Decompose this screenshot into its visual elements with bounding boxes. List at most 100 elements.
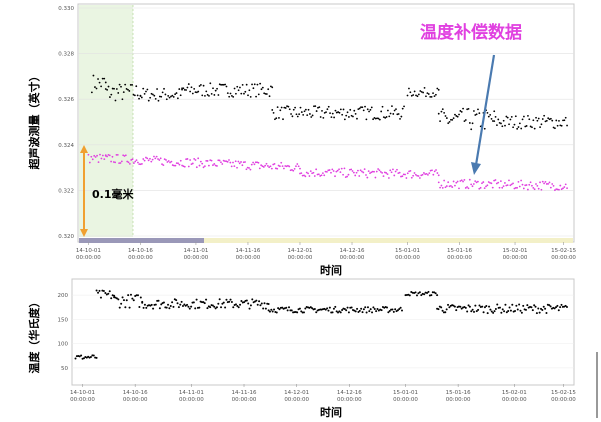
top-series-0-point: [318, 106, 321, 109]
top-series-1-point: [213, 163, 216, 165]
bottom-series-0-point: [471, 308, 474, 311]
top-series-0-point: [535, 116, 537, 119]
top-series-0-point: [321, 109, 323, 112]
top-series-0-point: [537, 117, 540, 120]
top-series-1-point: [197, 157, 200, 160]
top-series-0-point: [190, 86, 193, 89]
top-series-1-point: [493, 179, 496, 182]
top-series-1-point: [468, 178, 471, 181]
top-series-0-point: [202, 84, 205, 87]
top-series-1-point: [114, 161, 117, 164]
top-series-0-point: [341, 113, 344, 116]
top-series-0-point: [399, 117, 401, 120]
top-series-0-point: [121, 98, 124, 101]
top-series-1-point: [479, 186, 482, 189]
top-y-axis-label: 超声波测量（英寸）: [27, 71, 41, 171]
top-series-1-point: [104, 154, 107, 157]
bottom-series-0-point: [519, 309, 522, 312]
top-series-0-point: [90, 91, 93, 94]
top-series-0-point: [265, 93, 268, 95]
bottom-series-0-point: [493, 310, 496, 313]
top-series-0-point: [269, 85, 272, 88]
top-series-1-point: [106, 155, 108, 158]
top-series-1-point: [262, 166, 265, 168]
bottom-series-0-point: [122, 299, 125, 302]
top-series-1-point: [313, 175, 316, 177]
top-series-1-point: [377, 168, 380, 170]
top-series-1-point: [258, 167, 261, 170]
bottom-series-0-point: [490, 310, 493, 313]
range-arrow: [80, 145, 88, 237]
bottom-series-0-point: [560, 303, 563, 306]
top-series-1-point: [108, 154, 111, 157]
top-series-1-point: [344, 176, 347, 179]
top-series-1-point: [143, 159, 146, 162]
top-series-0-point: [212, 87, 214, 90]
bottom-series-0-point: [234, 303, 237, 306]
bottom-series-0-point: [218, 298, 221, 301]
bottom-series-0-point: [180, 300, 183, 303]
top-series-0-point: [113, 87, 115, 90]
top-series-1-point: [547, 182, 550, 185]
top-series-0-point: [372, 118, 375, 121]
top-series-1-point: [447, 181, 450, 184]
top-series-0-point: [464, 119, 467, 121]
top-series-0-point: [106, 88, 109, 91]
bottom-y-tick-label: 50: [61, 366, 68, 372]
top-series-1-point: [87, 153, 90, 156]
top-series-0-point: [554, 127, 556, 130]
top-series-0-point: [205, 90, 208, 93]
top-series-0-point: [494, 115, 497, 118]
top-series-1-point: [522, 187, 525, 190]
navigator-right-segment[interactable]: [204, 238, 573, 243]
top-series-1-point: [367, 170, 370, 173]
top-series-0-point: [268, 95, 271, 98]
top-series-1-point: [91, 158, 94, 161]
bottom-x-tick-time: 00:00:00: [393, 397, 418, 403]
bottom-series-0-point: [95, 289, 98, 292]
bottom-series-0-point: [505, 311, 508, 314]
top-series-1-point: [513, 187, 516, 190]
top-series-0-point: [506, 116, 509, 119]
bottom-series-0-point: [179, 303, 182, 306]
bottom-series-0-point: [373, 307, 376, 310]
top-series-0-point: [532, 119, 535, 122]
top-series-1-point: [321, 172, 324, 175]
top-series-1-point: [432, 173, 435, 176]
top-series-0-point: [392, 113, 395, 115]
bottom-series-0-point: [105, 293, 108, 296]
bottom-series-0-point: [364, 306, 367, 309]
top-series-1-point: [475, 181, 478, 184]
bottom-series-0-point: [300, 310, 303, 313]
top-series-0-point: [201, 94, 204, 97]
top-series-1-point: [221, 163, 224, 165]
top-series-1-point: [178, 163, 181, 166]
bottom-series-0-point: [190, 305, 193, 308]
top-series-1-point: [254, 161, 257, 164]
top-series-1-point: [481, 182, 483, 185]
bottom-series-0-point: [387, 311, 390, 314]
bottom-series-0-point: [211, 304, 214, 307]
top-series-1-point: [100, 157, 103, 160]
top-series-1-point: [393, 174, 396, 177]
top-series-0-point: [158, 95, 161, 98]
top-series-1-point: [330, 171, 332, 174]
top-series-1-point: [291, 168, 293, 171]
top-series-1-point: [141, 162, 143, 165]
bottom-series-0-point: [245, 299, 248, 302]
top-series-0-point: [514, 115, 517, 118]
top-series-1-point: [524, 184, 527, 187]
bottom-x-tick-time: 00:00:00: [232, 397, 257, 403]
top-series-1-point: [224, 160, 226, 163]
top-series-1-point: [287, 164, 289, 167]
top-series-1-point: [545, 183, 548, 185]
top-series-1-point: [280, 161, 283, 164]
top-series-0-point: [104, 88, 107, 90]
top-series-0-point: [272, 112, 275, 114]
top-series-0-point: [339, 108, 342, 111]
top-series-1-point: [240, 161, 242, 163]
bottom-series-0-point: [285, 306, 288, 309]
top-series-1-point: [88, 161, 91, 164]
top-series-1-point: [506, 184, 509, 187]
top-series-1-point: [193, 158, 196, 160]
